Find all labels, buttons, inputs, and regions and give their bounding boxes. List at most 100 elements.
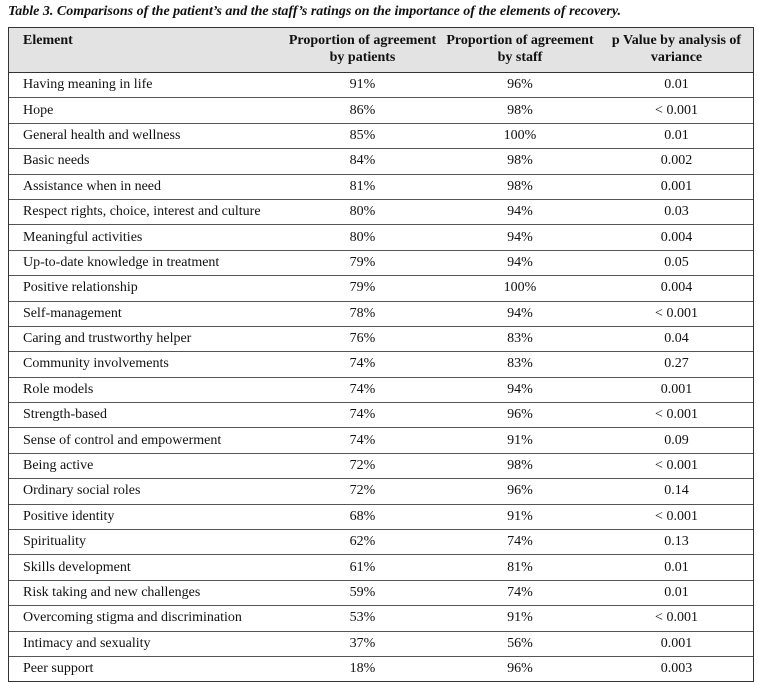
cell-pvalue: < 0.001: [655, 102, 698, 118]
cell-staff: 94%: [507, 204, 533, 220]
table-row: Being active 72% 98% < 0.001: [9, 454, 753, 480]
header-element: Element: [23, 33, 73, 48]
cell-staff: 96%: [507, 407, 533, 423]
cell-staff: 83%: [507, 356, 533, 372]
cell-element: Positive identity: [23, 508, 115, 524]
cell-element: Strength-based: [23, 407, 107, 423]
cell-pvalue: 0.004: [660, 229, 693, 245]
cell-patients: 62%: [349, 534, 376, 550]
cell-pvalue: 0.001: [660, 178, 693, 194]
table-row: Hope 86% 98% < 0.001: [9, 98, 753, 124]
cell-element: Ordinary social roles: [23, 483, 141, 499]
table-row: Up-to-date knowledge in treatment 79% 94% 0…: [9, 251, 753, 277]
header-patients: Proportion of agreement by patients: [288, 33, 437, 65]
cell-patients: 85%: [349, 127, 376, 143]
cell-staff: 81%: [507, 559, 533, 575]
cell-element: Community involvements: [23, 356, 169, 372]
cell-patients: 86%: [349, 102, 376, 118]
table-row: Strength-based 74% 96% < 0.001: [9, 403, 753, 429]
cell-pvalue: 0.13: [664, 534, 689, 550]
table-row: Overcoming stigma and discrimination 53% 9…: [9, 606, 753, 632]
cell-pvalue: < 0.001: [655, 305, 698, 321]
cell-patients: 61%: [349, 559, 376, 575]
cell-patients: 80%: [349, 229, 376, 245]
cell-element: Basic needs: [23, 153, 90, 169]
cell-element: General health and wellness: [23, 127, 181, 143]
cell-staff: 91%: [507, 610, 533, 626]
cell-patients: 79%: [349, 254, 376, 270]
table-row: Spirituality 62% 74% 0.13: [9, 530, 753, 556]
cell-element: Sense of control and empowerment: [23, 432, 222, 448]
cell-element: Positive relationship: [23, 280, 138, 296]
cell-staff: 98%: [507, 153, 533, 169]
cell-element: Assistance when in need: [23, 178, 162, 194]
cell-patients: 74%: [349, 356, 376, 372]
cell-staff: 96%: [507, 661, 533, 677]
table-row: Positive identity 68% 91% < 0.001: [9, 505, 753, 531]
cell-element: Spirituality: [23, 534, 86, 550]
cell-patients: 72%: [349, 458, 376, 474]
cell-staff: 94%: [507, 254, 533, 270]
cell-staff: 98%: [507, 458, 533, 474]
cell-element: Self-management: [23, 305, 122, 321]
cell-pvalue: 0.01: [664, 127, 689, 143]
cell-patients: 74%: [349, 432, 376, 448]
table-row: Intimacy and sexuality 37% 56% 0.001: [9, 632, 753, 657]
cell-staff: 91%: [507, 508, 533, 524]
cell-element: Having meaning in life: [23, 77, 153, 93]
table-row: Peer support 18% 96% 0.003: [9, 657, 753, 681]
cell-element: Hope: [23, 102, 54, 118]
cell-pvalue: < 0.001: [655, 458, 698, 474]
cell-patients: 78%: [349, 305, 376, 321]
cell-staff: 74%: [507, 534, 533, 550]
cell-pvalue: < 0.001: [655, 508, 698, 524]
cell-pvalue: 0.04: [664, 331, 689, 347]
cell-staff: 96%: [507, 77, 533, 93]
table-row: Skills development 61% 81% 0.01: [9, 555, 753, 581]
cell-patients: 84%: [349, 153, 376, 169]
table-row: Self-management 78% 94% < 0.001: [9, 302, 753, 327]
cell-staff: 91%: [507, 432, 533, 448]
cell-patients: 37%: [349, 635, 376, 651]
header-staff: Proportion of agreement by staff: [446, 33, 594, 65]
cell-element: Skills development: [23, 559, 131, 575]
cell-pvalue: 0.01: [664, 585, 689, 600]
cell-patients: 79%: [349, 280, 376, 296]
cell-pvalue: 0.05: [664, 254, 689, 270]
cell-patients: 53%: [349, 610, 376, 626]
cell-staff: 74%: [507, 585, 533, 600]
table-row: Risk taking and new challenges 59% 74% 0.01: [9, 581, 753, 607]
table-row: Sense of control and empowerment 74% 91% 0.…: [9, 428, 753, 454]
cell-element: Risk taking and new challenges: [23, 585, 201, 600]
cell-pvalue: 0.003: [660, 661, 693, 677]
table-row: Assistance when in need 81% 98% 0.001: [9, 175, 753, 200]
table-row: Respect rights, choice, interest and cul…: [9, 200, 753, 226]
cell-patients: 18%: [349, 661, 376, 677]
cell-element: Peer support: [23, 661, 94, 677]
cell-pvalue: 0.01: [664, 77, 689, 93]
table-row: Ordinary social roles 72% 96% 0.14: [9, 479, 753, 505]
cell-pvalue: < 0.001: [655, 407, 698, 423]
cell-patients: 91%: [349, 77, 376, 93]
table-caption: Table 3. Comparisons of the patient’s an…: [8, 4, 622, 19]
cell-pvalue: 0.03: [664, 204, 689, 220]
cell-patients: 68%: [349, 508, 376, 524]
header-pvalue: p Value by analysis of variance: [611, 33, 742, 65]
cell-pvalue: 0.09: [664, 432, 689, 448]
table-row: Having meaning in life 91% 96% 0.01: [9, 73, 753, 99]
cell-element: Intimacy and sexuality: [23, 635, 151, 651]
cell-patients: 74%: [349, 407, 376, 423]
cell-patients: 80%: [349, 204, 376, 220]
cell-patients: 59%: [349, 585, 376, 600]
cell-element: Up-to-date knowledge in treatment: [23, 254, 220, 270]
cell-element: Caring and trustworthy helper: [23, 331, 192, 347]
table-row: Positive relationship 79% 100% 0.004: [9, 276, 753, 302]
cell-staff: 96%: [507, 483, 533, 499]
cell-element: Meaningful activities: [23, 229, 143, 245]
cell-patients: 74%: [349, 381, 376, 397]
table-row: Meaningful activities 80% 94% 0.004: [9, 225, 753, 251]
table-row: Role models 74% 94% 0.001: [9, 378, 753, 404]
cell-element: Role models: [23, 381, 94, 397]
cell-staff: 100%: [503, 127, 537, 143]
table-row: Community involvements 74% 83% 0.27: [9, 352, 753, 378]
